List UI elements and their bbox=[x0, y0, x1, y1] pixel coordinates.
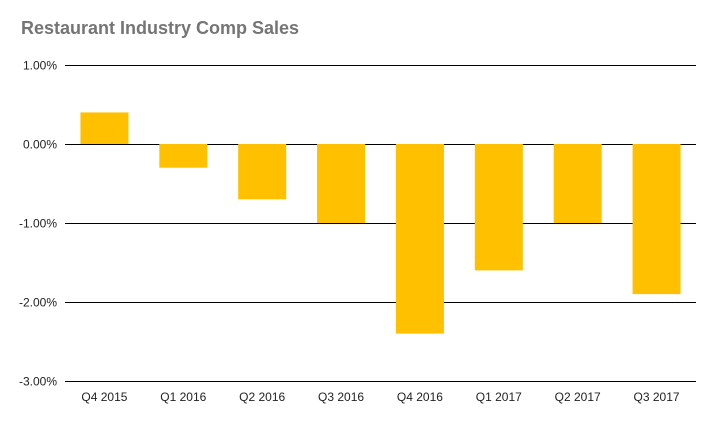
y-tick-label: -2.00% bbox=[19, 296, 57, 310]
gridlines bbox=[65, 65, 696, 382]
y-tick-label: -3.00% bbox=[19, 375, 57, 389]
bar-q3-2016 bbox=[317, 144, 366, 223]
bar-q4-2016 bbox=[395, 144, 444, 334]
bar-q1-2016 bbox=[159, 144, 208, 168]
x-tick-label: Q2 2016 bbox=[239, 390, 285, 404]
bar-q1-2017 bbox=[474, 144, 523, 271]
y-axis-tick-labels: 1.00% 0.00% -1.00% -2.00% -3.00% bbox=[19, 59, 57, 389]
chart-title: Restaurant Industry Comp Sales bbox=[21, 18, 300, 38]
bar-q2-2017 bbox=[553, 144, 602, 223]
bars bbox=[80, 112, 681, 334]
x-tick-label: Q2 2017 bbox=[555, 390, 601, 404]
y-tick-label: -1.00% bbox=[19, 217, 57, 231]
x-axis-tick-labels: Q4 2015 Q1 2016 Q2 2016 Q3 2016 Q4 2016 Q1 20… bbox=[81, 390, 679, 404]
x-tick-label: Q1 2017 bbox=[476, 390, 522, 404]
bar-q4-2015 bbox=[80, 112, 129, 144]
y-tick-label: 0.00% bbox=[23, 138, 57, 152]
x-tick-label: Q1 2016 bbox=[160, 390, 206, 404]
bar-q2-2016 bbox=[238, 144, 287, 200]
y-tick-label: 1.00% bbox=[23, 59, 57, 73]
x-tick-label: Q4 2015 bbox=[81, 390, 127, 404]
x-tick-label: Q3 2016 bbox=[318, 390, 364, 404]
bar-q3-2017 bbox=[632, 144, 681, 295]
x-tick-label: Q3 2017 bbox=[634, 390, 680, 404]
x-tick-label: Q4 2016 bbox=[397, 390, 443, 404]
